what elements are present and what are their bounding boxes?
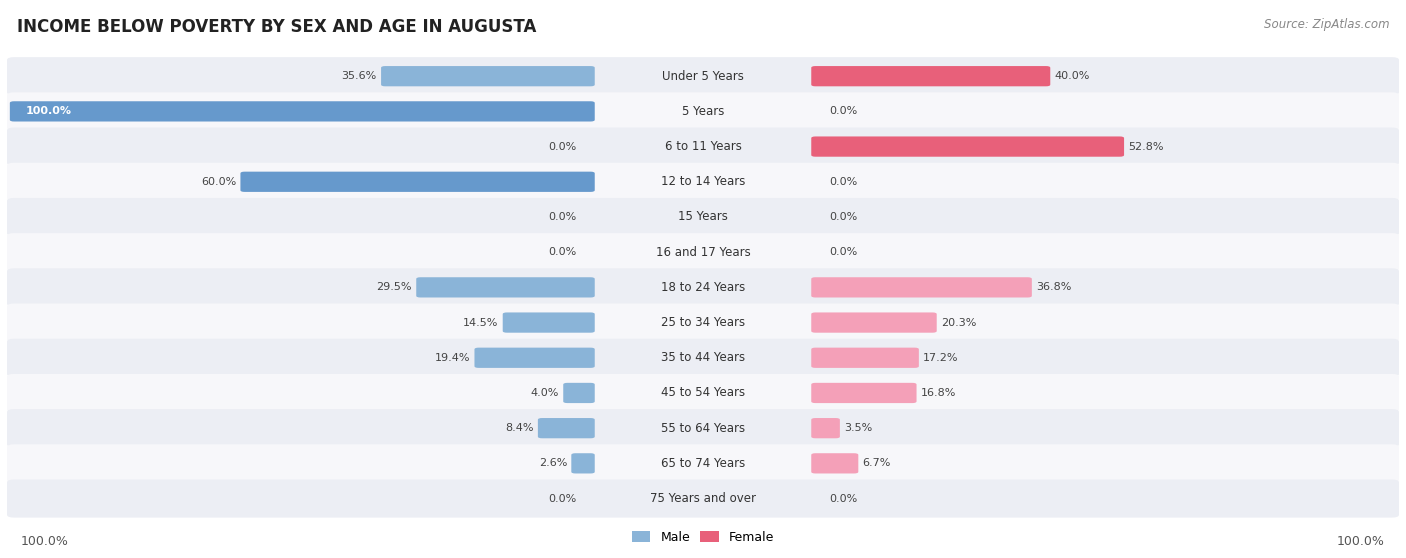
- FancyBboxPatch shape: [811, 453, 858, 474]
- Text: 55 to 64 Years: 55 to 64 Years: [661, 422, 745, 435]
- Text: 20.3%: 20.3%: [941, 318, 976, 328]
- Legend: Male, Female: Male, Female: [627, 526, 779, 549]
- Text: 0.0%: 0.0%: [830, 107, 858, 117]
- FancyBboxPatch shape: [571, 453, 595, 474]
- Text: 8.4%: 8.4%: [505, 423, 534, 433]
- Text: 0.0%: 0.0%: [830, 212, 858, 222]
- Text: 6.7%: 6.7%: [862, 458, 891, 468]
- Text: 0.0%: 0.0%: [830, 494, 858, 503]
- FancyBboxPatch shape: [7, 479, 1399, 518]
- FancyBboxPatch shape: [7, 92, 1399, 131]
- FancyBboxPatch shape: [811, 312, 936, 333]
- FancyBboxPatch shape: [538, 418, 595, 438]
- Text: 0.0%: 0.0%: [830, 247, 858, 257]
- Text: 60.0%: 60.0%: [201, 177, 236, 187]
- FancyBboxPatch shape: [811, 66, 1050, 86]
- FancyBboxPatch shape: [7, 163, 1399, 201]
- Text: 25 to 34 Years: 25 to 34 Years: [661, 316, 745, 329]
- FancyBboxPatch shape: [7, 339, 1399, 377]
- FancyBboxPatch shape: [7, 374, 1399, 412]
- FancyBboxPatch shape: [381, 66, 595, 86]
- FancyBboxPatch shape: [7, 444, 1399, 483]
- FancyBboxPatch shape: [7, 268, 1399, 306]
- Text: 52.8%: 52.8%: [1128, 142, 1164, 152]
- Text: 45 to 54 Years: 45 to 54 Years: [661, 387, 745, 400]
- Text: 18 to 24 Years: 18 to 24 Years: [661, 281, 745, 294]
- Text: 12 to 14 Years: 12 to 14 Years: [661, 175, 745, 188]
- Text: 35.6%: 35.6%: [342, 71, 377, 81]
- Text: 75 Years and over: 75 Years and over: [650, 492, 756, 505]
- FancyBboxPatch shape: [811, 348, 920, 368]
- Text: 0.0%: 0.0%: [548, 494, 576, 503]
- Text: Under 5 Years: Under 5 Years: [662, 70, 744, 83]
- Text: 29.5%: 29.5%: [377, 282, 412, 292]
- Text: 3.5%: 3.5%: [844, 423, 872, 433]
- Text: INCOME BELOW POVERTY BY SEX AND AGE IN AUGUSTA: INCOME BELOW POVERTY BY SEX AND AGE IN A…: [17, 18, 536, 36]
- Text: 35 to 44 Years: 35 to 44 Years: [661, 352, 745, 364]
- Text: 0.0%: 0.0%: [548, 247, 576, 257]
- Text: 0.0%: 0.0%: [830, 177, 858, 187]
- Text: 16.8%: 16.8%: [921, 388, 956, 398]
- FancyBboxPatch shape: [474, 348, 595, 368]
- FancyBboxPatch shape: [7, 304, 1399, 341]
- Text: 100.0%: 100.0%: [21, 535, 69, 548]
- FancyBboxPatch shape: [7, 57, 1399, 95]
- Text: 19.4%: 19.4%: [434, 353, 470, 363]
- FancyBboxPatch shape: [240, 172, 595, 192]
- FancyBboxPatch shape: [811, 383, 917, 403]
- Text: 15 Years: 15 Years: [678, 210, 728, 223]
- Text: 14.5%: 14.5%: [463, 318, 499, 328]
- Text: 6 to 11 Years: 6 to 11 Years: [665, 140, 741, 153]
- Text: 100.0%: 100.0%: [25, 107, 72, 117]
- FancyBboxPatch shape: [416, 277, 595, 297]
- Text: 100.0%: 100.0%: [1337, 535, 1385, 548]
- Text: 16 and 17 Years: 16 and 17 Years: [655, 246, 751, 259]
- Text: 36.8%: 36.8%: [1036, 282, 1071, 292]
- Text: 65 to 74 Years: 65 to 74 Years: [661, 457, 745, 470]
- FancyBboxPatch shape: [811, 277, 1032, 297]
- FancyBboxPatch shape: [503, 312, 595, 333]
- Text: 0.0%: 0.0%: [548, 142, 576, 152]
- FancyBboxPatch shape: [564, 383, 595, 403]
- FancyBboxPatch shape: [811, 137, 1123, 157]
- Text: 40.0%: 40.0%: [1054, 71, 1090, 81]
- Text: 5 Years: 5 Years: [682, 105, 724, 118]
- FancyBboxPatch shape: [811, 418, 839, 438]
- Text: 0.0%: 0.0%: [548, 212, 576, 222]
- FancyBboxPatch shape: [7, 198, 1399, 236]
- FancyBboxPatch shape: [7, 409, 1399, 447]
- FancyBboxPatch shape: [7, 128, 1399, 166]
- Text: 4.0%: 4.0%: [530, 388, 560, 398]
- Text: 2.6%: 2.6%: [538, 458, 567, 468]
- FancyBboxPatch shape: [10, 101, 595, 122]
- Text: Source: ZipAtlas.com: Source: ZipAtlas.com: [1264, 18, 1389, 31]
- FancyBboxPatch shape: [7, 233, 1399, 271]
- Text: 17.2%: 17.2%: [924, 353, 959, 363]
